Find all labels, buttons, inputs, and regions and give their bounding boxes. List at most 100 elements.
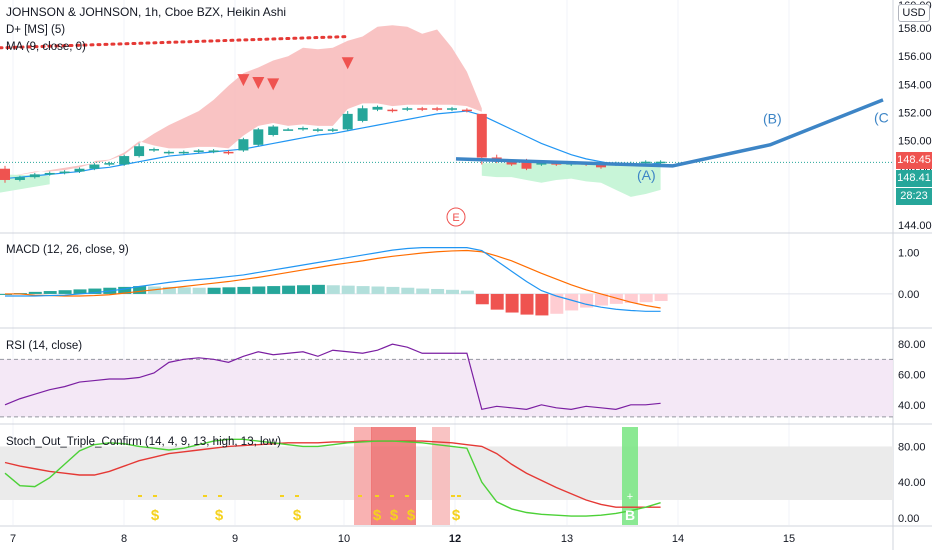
macd-line: [5, 247, 661, 312]
rsi-pane[interactable]: [0, 343, 893, 418]
dollar-signal: $: [293, 507, 302, 524]
candle[interactable]: [193, 150, 204, 152]
candle[interactable]: [521, 160, 532, 169]
candle[interactable]: [0, 168, 10, 180]
candle[interactable]: [461, 109, 472, 112]
candle[interactable]: [223, 151, 234, 154]
macd-histogram-bar: [58, 290, 72, 294]
candle[interactable]: [134, 146, 145, 157]
macd-histogram-bar: [580, 293, 594, 308]
price-pane[interactable]: (A) (B) (C E: [0, 25, 893, 227]
candle[interactable]: [327, 129, 338, 131]
macd-histogram-bar: [446, 289, 459, 294]
macd-histogram-bar: [222, 287, 236, 294]
candle[interactable]: [402, 108, 413, 110]
price-tick-label: 152.00: [898, 107, 932, 119]
wave-label-b: (B): [763, 111, 782, 127]
time-tick-label: 8: [121, 533, 127, 545]
ma-line: [4, 110, 661, 180]
price-tick-label: 156.00: [898, 51, 932, 63]
candle[interactable]: [149, 149, 159, 151]
dollar-signal: $: [390, 507, 399, 524]
dotted-trendline: [0, 35, 350, 50]
indicator-label-ma[interactable]: MA (9, close, 0): [6, 41, 86, 53]
candle[interactable]: [119, 156, 130, 165]
candle[interactable]: [447, 108, 457, 110]
e-marker-circle[interactable]: [446, 207, 466, 227]
macd-histogram-bar: [535, 293, 549, 316]
price-axis[interactable]: 144.00146.00148.00150.00152.00154.00156.…: [898, 0, 932, 525]
candle[interactable]: [268, 126, 279, 135]
candle[interactable]: [253, 129, 264, 145]
stoch-pane[interactable]: $ $ $ $ $ $ $ B +: [0, 427, 893, 525]
sell-triangle: [252, 76, 265, 89]
candle[interactable]: [536, 163, 547, 165]
macd-histogram-bar: [460, 290, 474, 294]
candle[interactable]: [238, 139, 249, 151]
signal-highlight: [354, 427, 372, 525]
macd-histogram-bar: [609, 293, 623, 304]
time-tick-label: 9: [232, 533, 238, 545]
candle[interactable]: [342, 113, 353, 130]
macd-histogram-bar: [520, 293, 534, 315]
sell-triangle: [341, 57, 354, 70]
macd-pane[interactable]: [0, 247, 893, 316]
candle[interactable]: [357, 108, 368, 121]
indicator-label-stoch[interactable]: Stoch_Out_Triple_Confirm (14, 4, 9, 13, …: [6, 436, 282, 448]
macd-histogram-bar: [177, 287, 191, 294]
candle[interactable]: [655, 161, 666, 164]
candle[interactable]: [14, 177, 25, 180]
candle[interactable]: [640, 161, 651, 164]
macd-histogram-bar: [73, 289, 87, 294]
sell-triangle: [267, 78, 280, 91]
candle[interactable]: [312, 129, 323, 131]
macd-signal-line: [5, 249, 661, 309]
candle[interactable]: [163, 151, 174, 154]
candle[interactable]: [74, 168, 85, 172]
support-cloud-right: [481, 163, 661, 197]
candle[interactable]: [283, 129, 294, 131]
candle[interactable]: [417, 108, 428, 110]
candle[interactable]: [372, 106, 383, 110]
stoch-tick-label: 0.00: [898, 513, 919, 525]
time-axis[interactable]: 7 8 9 10 12 13 14 15: [10, 533, 795, 545]
macd-histogram-bar: [490, 293, 504, 310]
macd-histogram-bar: [43, 291, 57, 294]
candle[interactable]: [596, 164, 606, 168]
indicator-label-macd[interactable]: MACD (12, 26, close, 9): [6, 244, 129, 256]
price-tick-label: 150.00: [898, 136, 932, 148]
currency-button[interactable]: USD: [898, 4, 930, 22]
candle[interactable]: [59, 171, 70, 174]
candle[interactable]: [89, 164, 100, 169]
signal-highlight: [371, 427, 416, 525]
macd-histogram-bar: [297, 285, 310, 294]
candle[interactable]: [298, 127, 308, 130]
candle[interactable]: [432, 108, 443, 110]
candle[interactable]: [44, 172, 55, 175]
rsi-tick-label: 80.00: [898, 339, 926, 351]
candle[interactable]: [178, 151, 189, 154]
wave-label-a: (A): [637, 167, 656, 183]
indicator-label-rsi[interactable]: RSI (14, close): [6, 340, 83, 352]
candle[interactable]: [387, 109, 398, 112]
candle[interactable]: [476, 113, 487, 158]
macd-histogram-bar: [28, 291, 42, 294]
time-tick-label: 10: [338, 533, 350, 545]
candle[interactable]: [506, 161, 517, 165]
buy-highlight: [622, 427, 638, 525]
time-tick-label: 15: [783, 533, 795, 545]
candle[interactable]: [104, 163, 115, 165]
indicator-label-dplus[interactable]: D+ [MS] (5): [6, 24, 66, 36]
price-tick-label: 144.00: [898, 220, 932, 232]
resistance-cloud: [5, 25, 482, 178]
time-tick-label: 12: [449, 533, 461, 545]
macd-histogram-bar: [311, 284, 325, 294]
ma-price-tag: 148.41: [896, 170, 932, 187]
candle[interactable]: [208, 150, 219, 152]
rsi-tick-label: 60.00: [898, 369, 926, 381]
macd-tick-label: 0.00: [898, 289, 919, 301]
e-marker: E: [452, 212, 459, 224]
candle[interactable]: [29, 174, 40, 178]
macd-histogram-bar: [475, 293, 489, 305]
